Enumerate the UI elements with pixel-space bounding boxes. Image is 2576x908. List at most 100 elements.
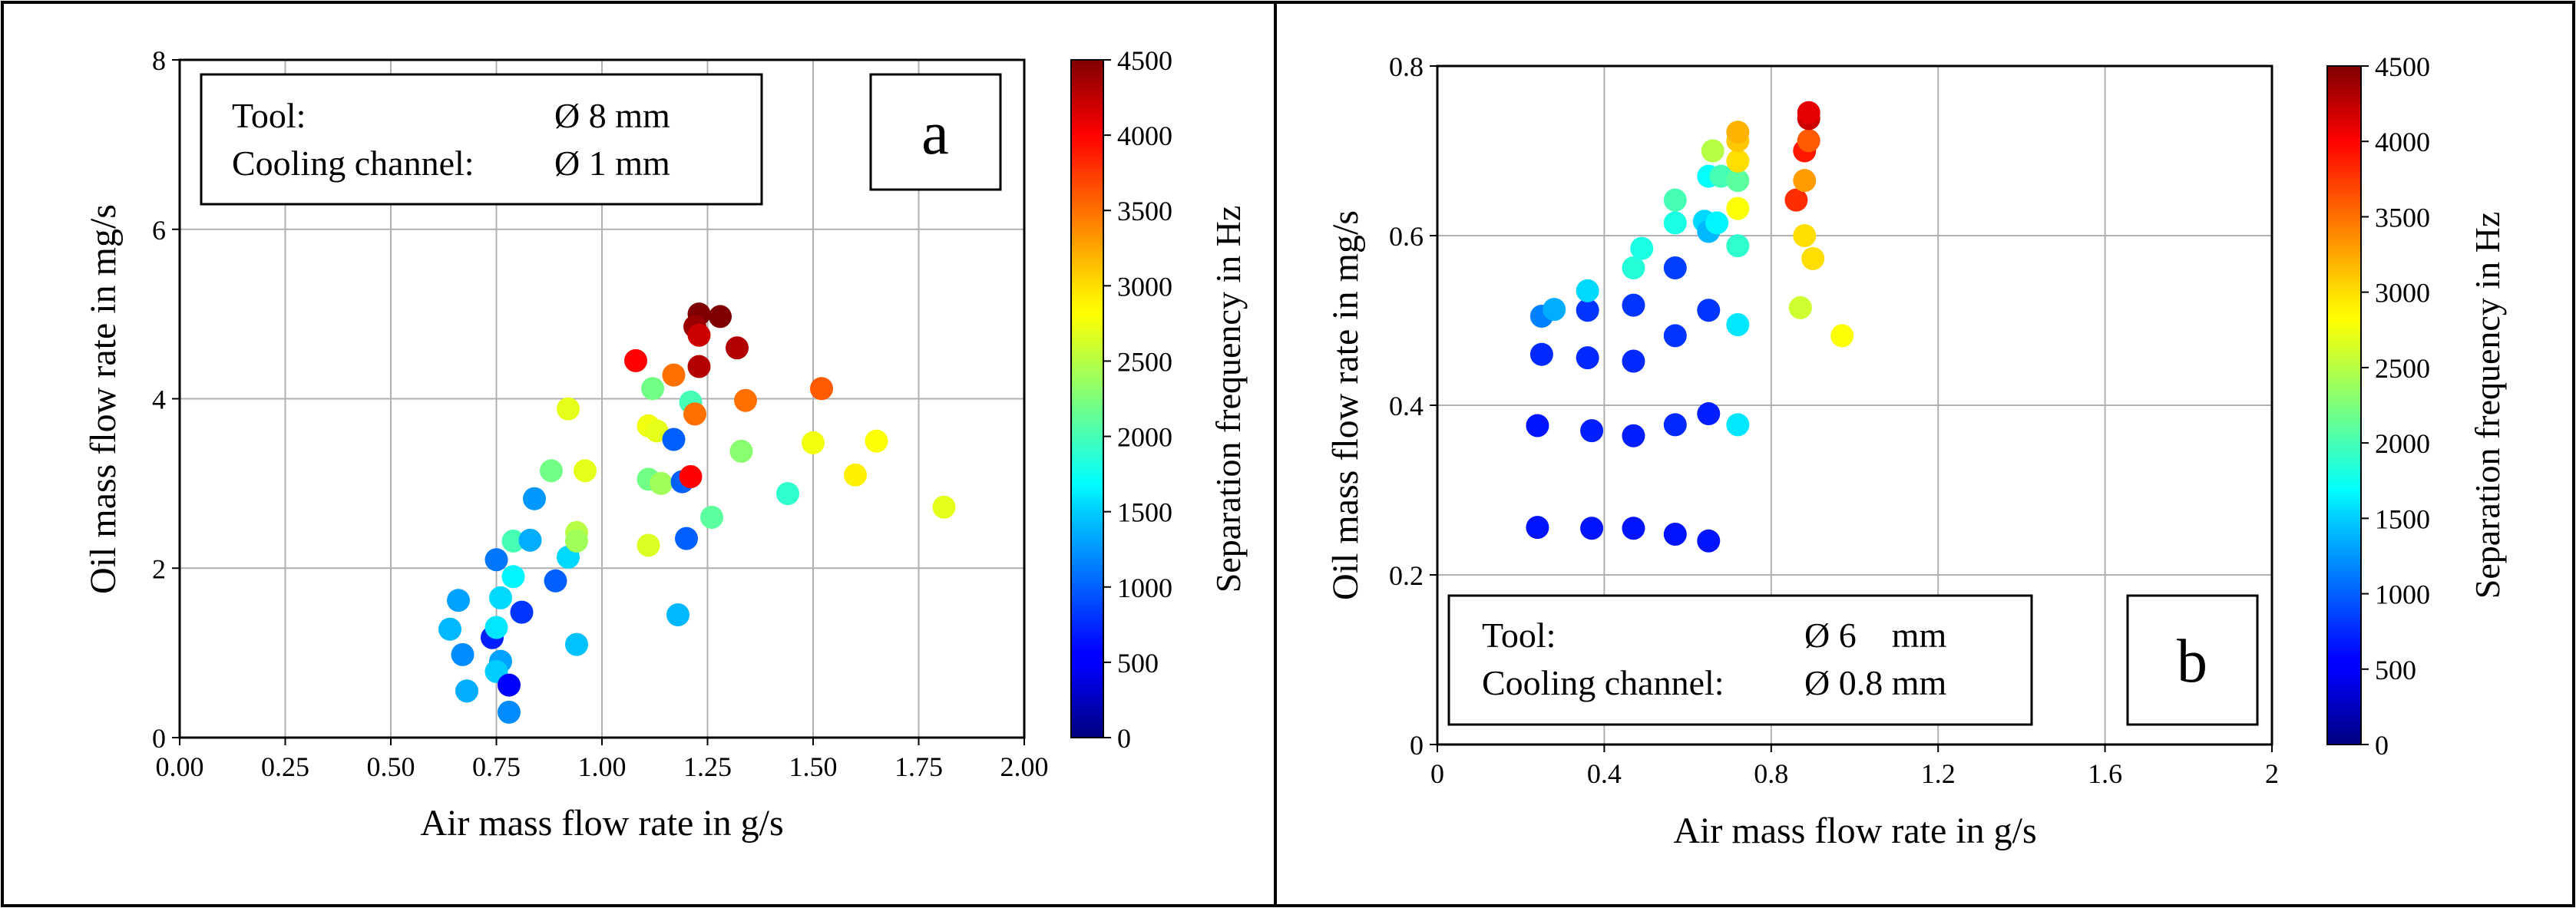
colorbar-tick-label-b: 2000 [2375, 428, 2430, 459]
x-tick-label-b: 0.4 [1587, 758, 1622, 789]
data-point-b [1576, 299, 1599, 322]
colorbar-tick-label-a: 1000 [1117, 573, 1172, 603]
data-point-b [1726, 169, 1750, 193]
info-box-a: Tool: Ø 8 mm Cooling channel: Ø 1 mm [200, 73, 763, 206]
data-point-a [637, 533, 660, 557]
data-point-a [565, 632, 588, 656]
x-tick-label-b: 0.8 [1754, 758, 1788, 789]
data-point-a [932, 495, 956, 519]
x-tick-label-a: 0.75 [472, 751, 521, 782]
data-point-a [810, 377, 833, 401]
data-point-b [1663, 256, 1687, 279]
colorbar-tick-label-a: 2000 [1117, 422, 1172, 453]
colorbar-tick-label-a: 4000 [1117, 121, 1172, 151]
info-box-b: Tool: Ø 6 mm Cooling channel: Ø 0.8 mm [1447, 594, 2033, 726]
data-point-a [687, 355, 711, 378]
y-tick-label-a: 4 [152, 385, 166, 415]
data-point-a [726, 336, 749, 360]
data-point-b [1630, 236, 1654, 260]
data-point-b [1784, 188, 1808, 212]
panel-label-a: a [921, 100, 949, 167]
data-point-b [1663, 188, 1687, 212]
data-point-a [501, 529, 525, 553]
x-tick-label-b: 2 [2265, 758, 2279, 789]
tool-value-a: Ø 8 mm [554, 96, 670, 135]
data-point-b [1726, 234, 1750, 258]
data-point-a [540, 459, 563, 483]
data-point-b [1801, 246, 1825, 270]
data-point-b [1622, 256, 1645, 279]
colorbar-tick-label-b: 3500 [2375, 202, 2430, 233]
y-tick-label-b: 0 [1410, 730, 1424, 761]
x-axis-label-b: Air mass flow rate in g/s [1673, 811, 2036, 851]
colorbar-label-a: Separation frequency in Hz [1209, 206, 1248, 593]
y-ticks-b: 0 0.2 0.4 0.6 0.8 [1389, 51, 1437, 761]
data-point-a [574, 459, 597, 483]
data-point-a [865, 429, 888, 453]
data-point-a [489, 586, 512, 609]
data-point-a [518, 528, 542, 552]
data-point-a [565, 529, 588, 553]
data-point-a [523, 487, 546, 510]
data-point-a [510, 600, 534, 624]
y-tick-label-b: 0.2 [1389, 560, 1424, 591]
colorbar-tick-label-b: 4500 [2375, 51, 2430, 82]
x-tick-label-b: 1.2 [1921, 758, 1956, 789]
data-point-b [1663, 324, 1687, 348]
panel-a: 0.00 0.25 0.50 0.75 1.00 1.25 1.50 1.75 2.00 0 2 4… [83, 45, 1248, 844]
channel-label-b: Cooling channel: [1482, 663, 1724, 702]
x-ticks-a: 0.00 0.25 0.50 0.75 1.00 1.25 1.50 1.75 2.00 [156, 738, 1049, 782]
data-point-b [1529, 342, 1553, 366]
data-point-b [1663, 413, 1687, 437]
colorbar-tick-label-a: 1500 [1117, 497, 1172, 528]
data-point-a [662, 428, 686, 451]
colorbar-tick-label-a: 0 [1117, 723, 1131, 754]
colorbar-label-b: Separation frequency in Hz [2468, 212, 2507, 599]
colorbar-tick-label-b: 1500 [2375, 504, 2430, 534]
colorbar-tick-label-a: 2500 [1117, 346, 1172, 377]
y-tick-label-a: 8 [152, 45, 166, 76]
data-point-a [776, 482, 799, 506]
y-tick-label-a: 0 [152, 723, 166, 754]
data-point-a [709, 305, 732, 329]
data-point-a [844, 463, 867, 487]
data-point-a [451, 642, 475, 666]
data-point-a [700, 506, 723, 530]
data-point-a [484, 548, 508, 572]
channel-label-a: Cooling channel: [232, 144, 475, 183]
x-ticks-b: 0 0.4 0.8 1.2 1.6 2 [1430, 745, 2279, 789]
data-point-b [1622, 349, 1645, 373]
panel-b: 0 0.4 0.8 1.2 1.6 2 0 0.2 0.4 0.6 0.8 Air mass fl… [1325, 51, 2507, 851]
y-tick-label-b: 0.4 [1389, 391, 1424, 421]
tool-label-b: Tool: [1482, 616, 1556, 655]
colorbar-tick-label-a: 3500 [1117, 196, 1172, 226]
data-point-b [1622, 424, 1645, 447]
scatter-points-a [438, 302, 956, 724]
data-point-b [1705, 211, 1729, 235]
x-tick-label-a: 1.75 [894, 751, 943, 782]
data-point-a [624, 348, 647, 372]
data-point-a [438, 617, 461, 641]
y-axis-label-b: Oil mass flow rate in mg/s [1325, 210, 1366, 600]
colorbar-tick-label-b: 4000 [2375, 127, 2430, 157]
data-point-b [1697, 529, 1721, 553]
data-point-a [484, 616, 508, 639]
y-ticks-a: 0 2 4 6 8 [152, 45, 180, 754]
data-point-b [1797, 101, 1820, 124]
data-point-b [1797, 129, 1820, 153]
y-axis-label-a: Oil mass flow rate in mg/s [83, 204, 124, 594]
data-point-b [1793, 224, 1817, 247]
data-point-b [1526, 414, 1549, 437]
y-tick-label-b: 0.8 [1389, 51, 1424, 82]
x-tick-label-a: 0.25 [261, 751, 309, 782]
data-point-b [1580, 419, 1604, 443]
data-point-a [557, 397, 580, 421]
data-point-b [1726, 196, 1750, 220]
y-tick-label-a: 2 [152, 553, 166, 584]
colorbar-tick-label-b: 500 [2375, 655, 2416, 685]
data-point-b [1697, 299, 1721, 322]
data-point-b [1622, 293, 1645, 317]
colorbar-tick-label-b: 1000 [2375, 579, 2430, 610]
data-point-a [498, 700, 521, 724]
